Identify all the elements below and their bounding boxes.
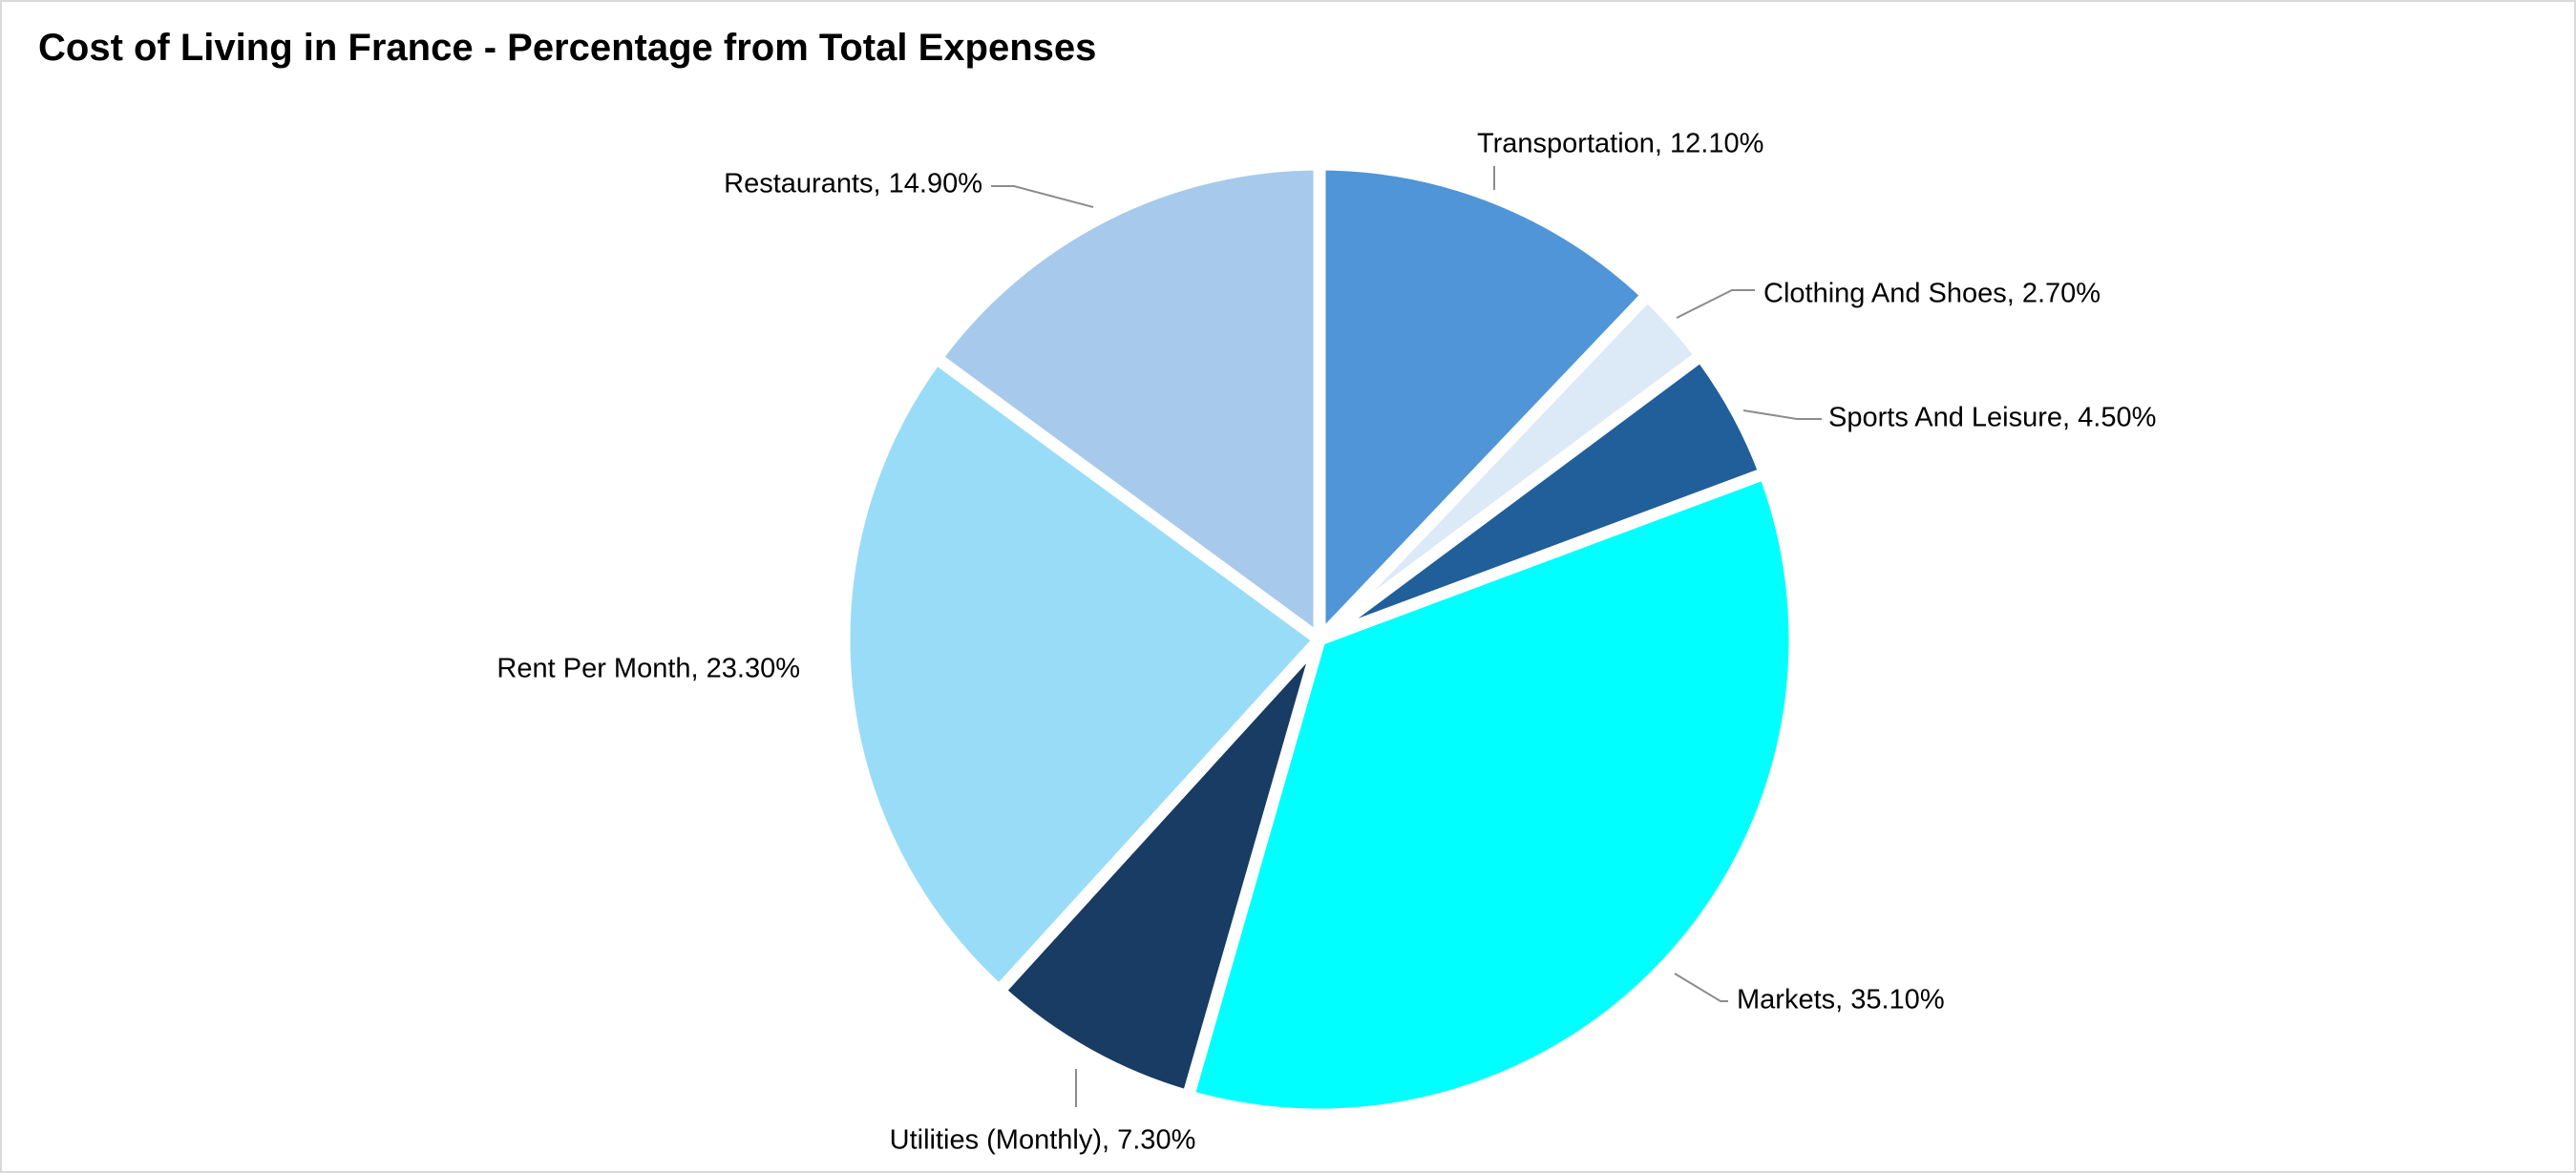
data-labels: Transportation, 12.10% Clothing And Shoes… (496, 129, 2156, 1156)
data-label-rent-per-month: Rent Per Month, 23.30% (496, 654, 800, 684)
pie-slice-markets (1181, 467, 1802, 1121)
leader-line-restaurants (991, 185, 1094, 208)
data-label-clothing-and-shoes: Clothing And Shoes, 2.70% (1763, 279, 2101, 309)
leader-lines (991, 166, 1822, 1107)
pie-slice-restaurants (930, 157, 1326, 646)
pie-slice-utilities-monthly (993, 633, 1326, 1103)
data-label-restaurants: Restaurants, 14.90% (724, 169, 982, 199)
pie-slice-rent-per-month (837, 351, 1326, 997)
data-label-sports-and-leisure: Sports And Leisure, 4.50% (1828, 403, 2156, 433)
pie-slices (837, 157, 1802, 1121)
chart-title: Cost of Living in France - Percentage fr… (38, 27, 1097, 69)
leader-line-clothing-and-shoes (1676, 289, 1755, 319)
pie-slice-transportation (1313, 157, 1654, 646)
leader-line-markets (1674, 973, 1728, 1002)
data-label-markets: Markets, 35.10% (1737, 985, 1945, 1016)
leader-line-sports-and-leisure (1742, 409, 1822, 420)
data-label-utilities-monthly: Utilities (Monthly), 7.30% (890, 1125, 1196, 1156)
data-label-transportation: Transportation, 12.10% (1477, 129, 1763, 159)
